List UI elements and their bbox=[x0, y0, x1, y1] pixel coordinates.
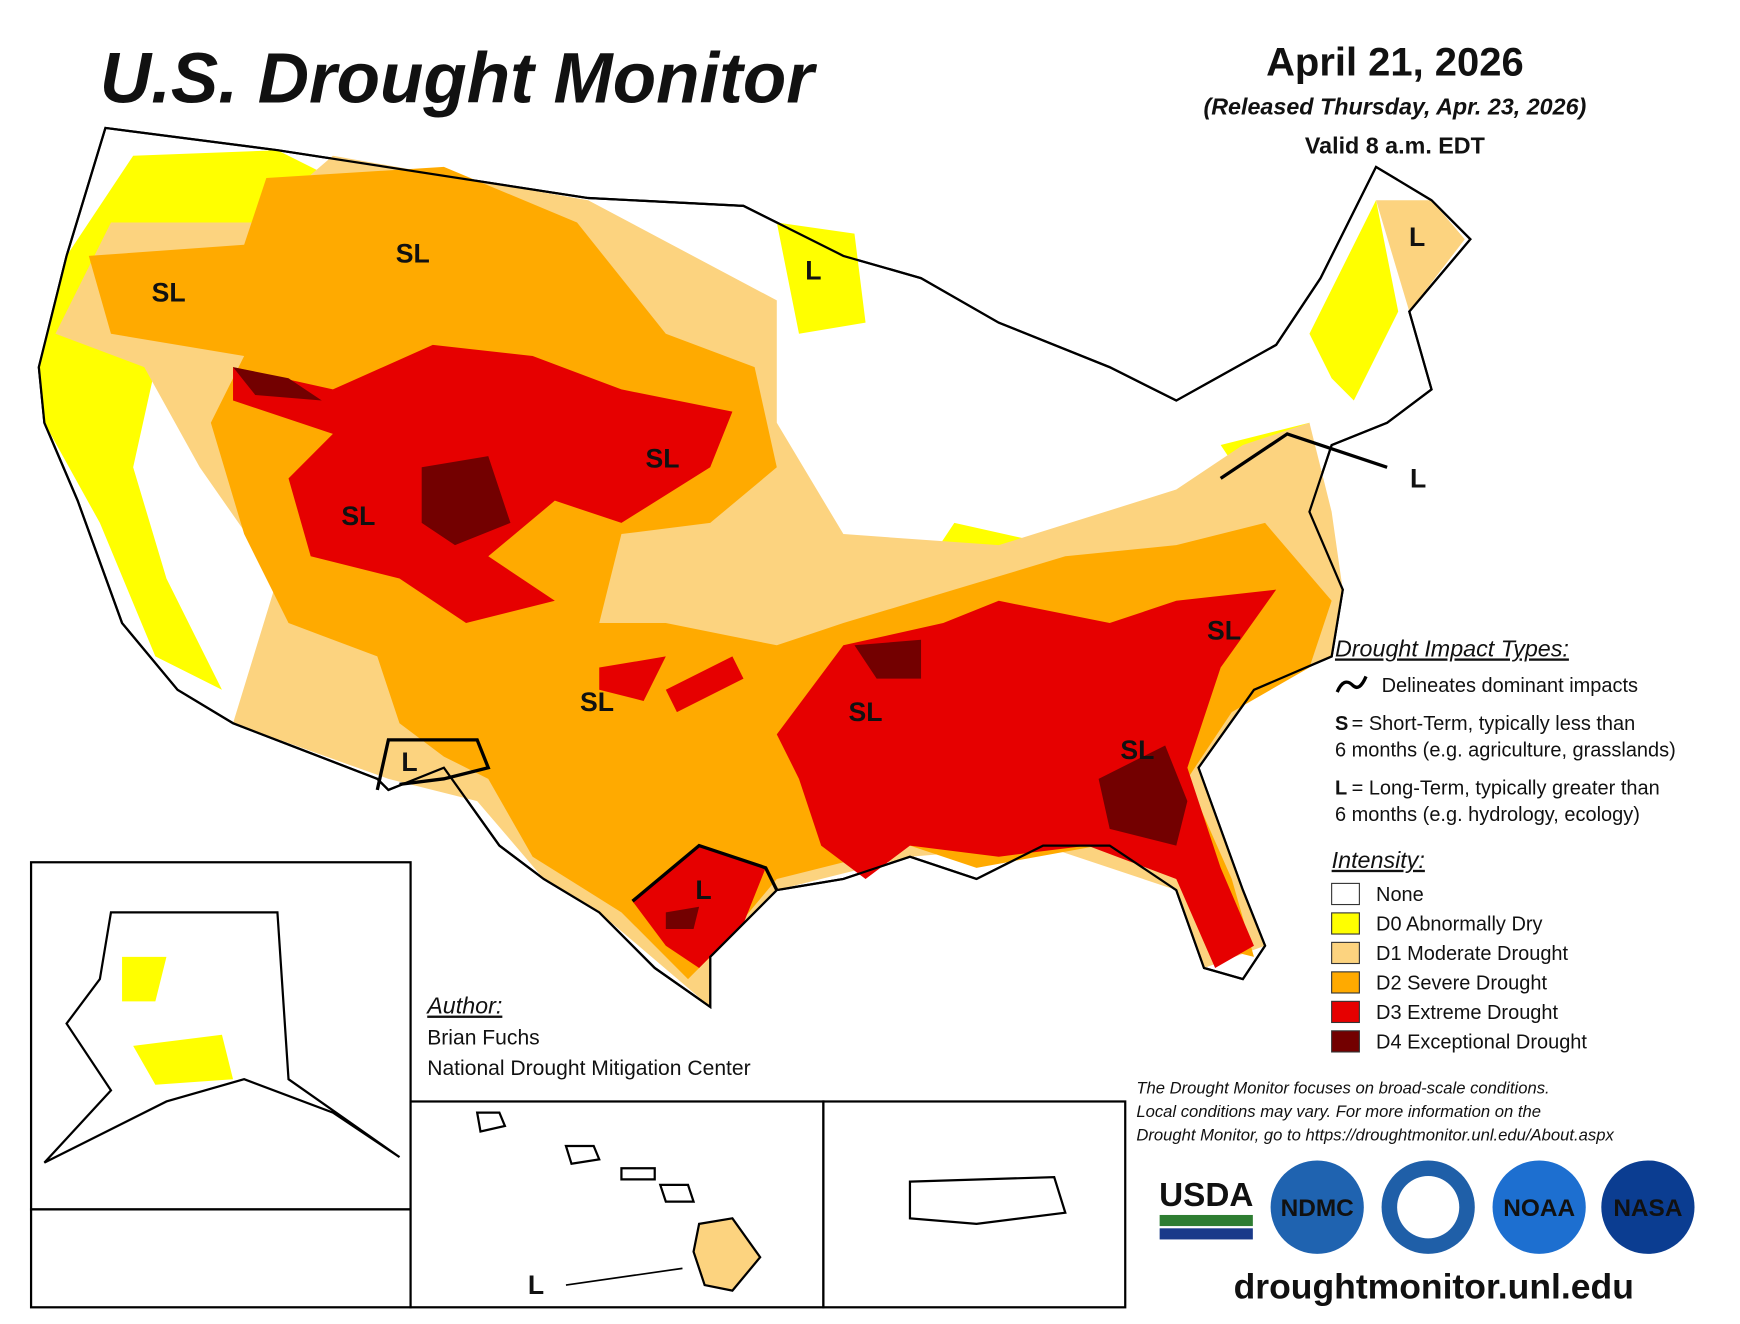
d1-area bbox=[1376, 200, 1465, 312]
impact-delineates: Delineates dominant impacts bbox=[1382, 675, 1638, 697]
author-org: National Drought Mitigation Center bbox=[427, 1057, 750, 1080]
logo-badge bbox=[1270, 1160, 1364, 1254]
map-label: SL bbox=[1120, 735, 1154, 765]
logo-text: USDA bbox=[1159, 1177, 1253, 1214]
logo-text: NDMC bbox=[1281, 1195, 1354, 1222]
map-label: SL bbox=[341, 501, 375, 531]
title: U.S. Drought Monitor bbox=[100, 39, 817, 118]
impact-text: 6 months (e.g. agriculture, grasslands) bbox=[1335, 740, 1676, 762]
intensity-list: None D0 Abnormally Dry D1 Moderate Drought… bbox=[1331, 882, 1587, 1054]
map-label: SL bbox=[645, 443, 679, 473]
valid: Valid 8 a.m. EDT bbox=[1305, 133, 1485, 159]
disclaimer-line: The Drought Monitor focuses on broad-sca… bbox=[1136, 1079, 1549, 1098]
intensity-swatch bbox=[1331, 1030, 1360, 1053]
d4-area bbox=[233, 367, 1188, 930]
author-name: Brian Fuchs bbox=[427, 1027, 539, 1050]
impact-key: L bbox=[1335, 777, 1347, 799]
map-label: L bbox=[805, 255, 821, 285]
author-title: Author: bbox=[425, 993, 502, 1019]
map-label: L bbox=[528, 1270, 544, 1300]
map-label: SL bbox=[580, 687, 614, 717]
map-label: SL bbox=[849, 697, 883, 727]
logo-badge bbox=[1601, 1160, 1695, 1254]
disclaimer: The Drought Monitor focuses on broad-sca… bbox=[1136, 1079, 1614, 1145]
pr-inset bbox=[822, 1100, 1127, 1309]
logo-seal-inner bbox=[1397, 1176, 1460, 1239]
hawaii-islands bbox=[475, 1111, 696, 1203]
map-label: L bbox=[1410, 463, 1426, 493]
intensity-swatch bbox=[1331, 1000, 1360, 1024]
label-leader bbox=[565, 1267, 683, 1286]
d3-area bbox=[776, 589, 1277, 968]
intensity-label: D1 Moderate Drought bbox=[1376, 943, 1569, 965]
map-label: SL bbox=[396, 239, 430, 269]
logo-stripe bbox=[1159, 1228, 1253, 1240]
map-label: L bbox=[401, 747, 417, 777]
impact-text: = Short-Term, typically less than bbox=[1352, 713, 1636, 735]
impact-text: 6 months (e.g. hydrology, ecology) bbox=[1335, 804, 1640, 826]
released: (Released Thursday, Apr. 23, 2026) bbox=[1203, 94, 1586, 120]
logo-text: NOAA bbox=[1503, 1195, 1575, 1222]
intensity-swatch bbox=[1331, 912, 1360, 935]
impact-text: = Long-Term, typically greater than bbox=[1352, 777, 1660, 799]
url[interactable]: droughtmonitor.unl.edu bbox=[1234, 1266, 1634, 1306]
map-label: L bbox=[695, 875, 711, 905]
intensity-swatch bbox=[1331, 882, 1360, 906]
date: April 21, 2026 bbox=[1266, 41, 1524, 85]
impact-symbol bbox=[1335, 675, 1368, 693]
map-layout: U.S. Drought Monitor April 21, 2026 (Rel… bbox=[29, 39, 1695, 1309]
disclaimer-line: Local conditions may vary. For more info… bbox=[1136, 1102, 1541, 1121]
intensity-title: Intensity: bbox=[1332, 847, 1425, 873]
intensity-label: D0 Abnormally Dry bbox=[1376, 914, 1543, 936]
puerto-rico bbox=[908, 1175, 1067, 1225]
logos: USDA NDMC NOAA NASA bbox=[1159, 1160, 1695, 1254]
logo-text: NASA bbox=[1613, 1195, 1682, 1222]
disclaimer-line: Drought Monitor, go to https://droughtmo… bbox=[1136, 1125, 1614, 1144]
logo-stripe bbox=[1159, 1214, 1253, 1227]
d3-area bbox=[599, 656, 766, 968]
map-label: SL bbox=[152, 277, 186, 307]
impact-list: S = Short-Term, typically less than 6 mont… bbox=[1335, 713, 1676, 826]
hawaii-inset bbox=[409, 1100, 825, 1309]
impact-boundary bbox=[375, 432, 1388, 903]
intensity-label: D2 Severe Drought bbox=[1376, 973, 1547, 995]
alaska-d0 bbox=[122, 956, 234, 1085]
intensity-label: None bbox=[1376, 884, 1424, 906]
intensity-label: D3 Extreme Drought bbox=[1376, 1002, 1558, 1024]
intensity-label: D4 Exceptional Drought bbox=[1376, 1032, 1587, 1054]
intensity-swatch bbox=[1331, 941, 1360, 965]
conus-outline bbox=[37, 126, 1472, 1010]
map-label: L bbox=[1409, 222, 1425, 252]
logo-badge bbox=[1492, 1160, 1586, 1254]
intensity-swatch bbox=[1331, 971, 1360, 994]
hawaii bbox=[692, 1217, 762, 1292]
aleutian-inset bbox=[29, 1208, 412, 1309]
impact-key: S bbox=[1335, 713, 1348, 735]
map-label: SL bbox=[1207, 616, 1241, 646]
impact-title: Drought Impact Types: bbox=[1335, 635, 1569, 661]
